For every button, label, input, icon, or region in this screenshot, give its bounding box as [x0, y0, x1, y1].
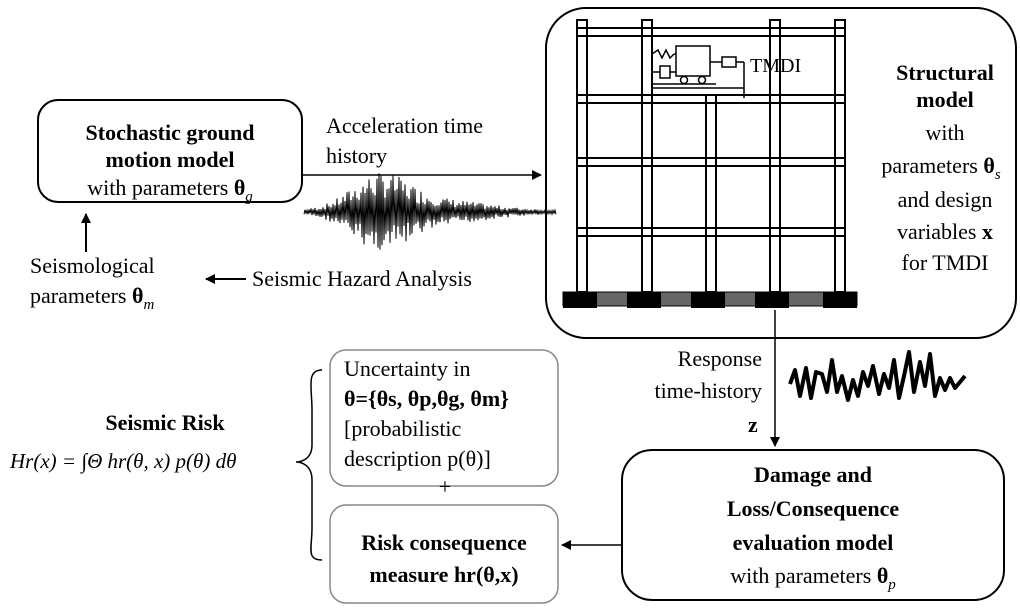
acceleration-label-line2: history [326, 143, 388, 168]
building-frame [576, 19, 846, 293]
uncertainty-line2: θ={θs, θp,θg, θm} [344, 386, 509, 411]
theta-m-symbol: θ [132, 283, 144, 308]
seismological-label-line1: Seismological [30, 253, 155, 278]
design-variables-prefix: variables [897, 219, 982, 244]
ground-motion-params: with parameters θg [38, 175, 302, 210]
curly-brace [295, 369, 323, 561]
structural-params-prefix: parameters [881, 153, 984, 178]
plus-sign: + [438, 474, 452, 499]
ground-motion-title-line2: motion model [105, 147, 235, 172]
z-label: z [748, 412, 758, 437]
structural-model-line5: and design [897, 187, 993, 212]
theta-g-subscript: g [245, 189, 253, 205]
damage-line2: Loss/Consequence [726, 496, 900, 521]
seismic-risk-title: Seismic Risk [105, 410, 225, 435]
ground-motion-params-prefix: with parameters [87, 175, 234, 200]
ground-motion-title-line1: Stochastic ground [85, 120, 255, 145]
response-label-line2: time-history [654, 378, 762, 403]
acceleration-label-line1: Acceleration time [326, 113, 483, 138]
response-waveform [788, 350, 967, 402]
x-symbol: x [981, 219, 993, 244]
seismological-label-line2: parameters θm [30, 283, 154, 318]
theta-p-symbol: θ [876, 563, 889, 588]
uncertainty-line3: [probabilistic [344, 416, 462, 441]
structural-model-line2: model [916, 87, 974, 112]
tmdi-device [651, 45, 745, 98]
acceleration-waveform [303, 173, 557, 250]
structural-model-line6: variables x [880, 219, 1010, 245]
theta-s-subscript: s [994, 167, 1001, 183]
theta-m-subscript: m [143, 297, 155, 313]
theta-g-symbol: θ [233, 175, 246, 200]
theta-s-symbol: θ [983, 153, 995, 178]
damage-line1: Damage and [754, 462, 872, 487]
risk-consequence-line2: measure hr(θ,x) [369, 562, 519, 587]
damage-line3: evaluation model [732, 530, 894, 555]
hazard-label: Seismic Hazard Analysis [252, 266, 472, 291]
structural-model-box [545, 7, 1017, 339]
damage-line4: with parameters θp [622, 563, 1004, 598]
ground-motion-box [37, 99, 303, 203]
structural-model-line3: with [925, 120, 965, 145]
damage-params-prefix: with parameters [730, 563, 877, 588]
response-label-line1: Response [677, 346, 762, 371]
seismic-risk-formula: Hr(x) = ∫Θ hr(θ, x) p(θ) dθ [10, 449, 237, 473]
theta-p-subscript: p [888, 577, 896, 593]
risk-consequence-box [329, 504, 559, 604]
structural-model-line7: for TMDI [901, 250, 989, 275]
structural-model-line4: parameters θs [868, 153, 1014, 188]
uncertainty-line4: description p(θ)] [344, 446, 491, 471]
base-slab [562, 291, 858, 308]
seismological-prefix: parameters [30, 283, 132, 308]
uncertainty-box [329, 349, 559, 487]
structural-model-line1: Structural [896, 60, 994, 85]
damage-box [621, 449, 1005, 601]
uncertainty-line1: Uncertainty in [344, 356, 471, 381]
tmdi-label: TMDI [750, 55, 802, 77]
risk-consequence-line1: Risk consequence [361, 530, 527, 555]
